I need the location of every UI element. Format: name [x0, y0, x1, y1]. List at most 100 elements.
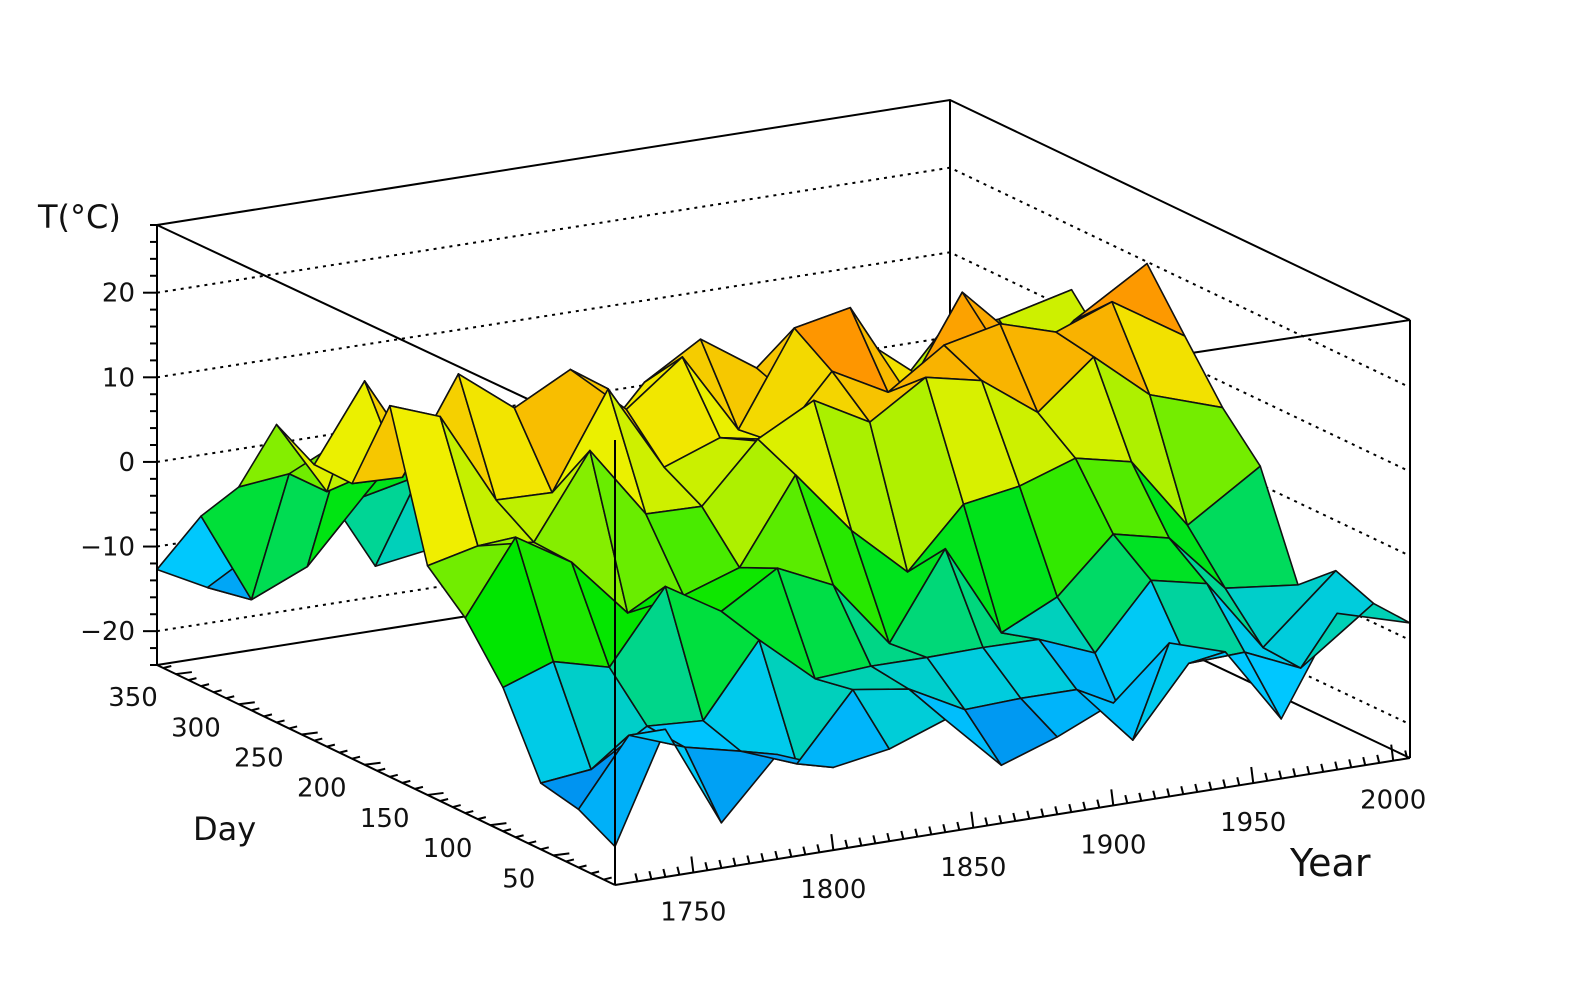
x-tick	[1264, 772, 1269, 782]
x-tick-label: 2000	[1360, 786, 1426, 816]
frame-left-bottom	[156, 664, 616, 886]
x-tick	[648, 870, 653, 880]
x-tick	[1404, 750, 1409, 759]
y-tick	[603, 876, 612, 881]
x-tick	[732, 857, 737, 867]
x-tick-label: 1950	[1220, 808, 1286, 838]
y-tick	[339, 749, 348, 754]
x-tick	[690, 856, 695, 873]
grid-line	[156, 166, 1411, 389]
x-tick	[830, 833, 835, 851]
y-tick-label: 300	[171, 713, 221, 743]
x-tick	[886, 832, 891, 842]
y-tick	[163, 665, 172, 669]
z-tick-label: −10	[80, 533, 135, 563]
y-tick	[225, 695, 235, 700]
x-tick	[970, 811, 975, 828]
y-tick	[402, 779, 411, 784]
x-tick-label: 1850	[940, 853, 1006, 883]
y-tick	[565, 858, 575, 863]
x-tick	[914, 828, 919, 837]
x-tick	[1096, 799, 1101, 808]
y-tick	[515, 834, 524, 839]
x-tick	[956, 821, 961, 831]
y-tick-label: 50	[502, 864, 535, 894]
y-axis: 50 100 150 200 250 300 350	[108, 665, 612, 894]
x-tick	[872, 835, 877, 844]
y-tick	[439, 798, 449, 802]
x-tick	[1334, 761, 1339, 770]
y-tick	[364, 761, 381, 766]
x-tick	[1320, 763, 1325, 773]
x-tick	[858, 837, 863, 846]
x-tick	[676, 866, 681, 875]
x-tick	[1012, 812, 1017, 822]
x-tick	[1194, 783, 1199, 793]
z-tick-label: −20	[80, 617, 135, 647]
x-tick	[1222, 779, 1227, 788]
x-tick	[1250, 766, 1255, 784]
y-tick-label: 350	[108, 683, 158, 713]
chart-frame-front	[156, 320, 1411, 886]
x-tick	[1306, 765, 1311, 775]
y-tick	[200, 683, 210, 688]
z-axis: −20 −10 0 10 20	[80, 224, 158, 666]
y-tick	[452, 804, 461, 809]
y-tick	[477, 816, 487, 821]
grid-line	[156, 251, 1411, 473]
x-tick	[1390, 744, 1395, 761]
surface-patch	[1299, 602, 1411, 669]
x-axis: 1750 1800 1850 1900 1950 2000	[634, 744, 1426, 927]
y-tick	[427, 791, 444, 796]
x-tick-label: 1750	[660, 897, 726, 927]
x-tick	[774, 850, 779, 860]
x-tick	[1236, 777, 1241, 786]
y-tick	[578, 864, 587, 869]
x-tick	[1278, 770, 1283, 779]
z-tick-label: 20	[102, 279, 135, 309]
x-tick	[900, 830, 905, 840]
x-tick	[998, 815, 1003, 824]
x-tick	[634, 873, 639, 882]
y-tick-label: 250	[234, 744, 284, 774]
z-tick-label: 0	[118, 448, 135, 478]
y-tick	[251, 707, 260, 712]
y-tick	[314, 737, 323, 742]
x-tick	[1166, 788, 1171, 797]
x-tick	[1026, 810, 1031, 820]
x-tick	[662, 868, 667, 878]
y-tick	[188, 677, 197, 682]
y-tick	[326, 743, 336, 748]
y-tick	[465, 810, 474, 815]
y-tick	[288, 725, 298, 730]
x-tick	[1292, 768, 1297, 777]
x-tick	[788, 848, 793, 858]
y-axis-title: Day	[193, 810, 256, 848]
x-tick	[1082, 801, 1087, 811]
x-tick	[844, 839, 849, 849]
y-tick	[213, 689, 222, 694]
x-tick-label: 1900	[1080, 830, 1146, 860]
x-tick	[760, 853, 765, 862]
x-tick	[1138, 792, 1143, 802]
y-tick	[553, 852, 570, 857]
y-tick	[263, 713, 273, 718]
x-tick	[984, 817, 989, 826]
y-tick	[238, 701, 255, 706]
y-tick	[590, 870, 600, 875]
x-tick	[942, 823, 947, 833]
y-tick	[527, 840, 537, 845]
x-tick	[1054, 806, 1059, 815]
x-tick	[718, 859, 723, 869]
x-tick	[1208, 781, 1213, 790]
x-tick	[1348, 759, 1353, 768]
y-tick	[376, 767, 386, 772]
y-tick-label: 200	[297, 774, 347, 804]
temperature-surface	[156, 262, 1411, 848]
x-tick	[1376, 754, 1381, 764]
x-tick	[1362, 756, 1367, 766]
x-tick	[1110, 789, 1115, 806]
y-tick-label: 100	[423, 834, 473, 864]
x-tick	[1068, 803, 1073, 813]
